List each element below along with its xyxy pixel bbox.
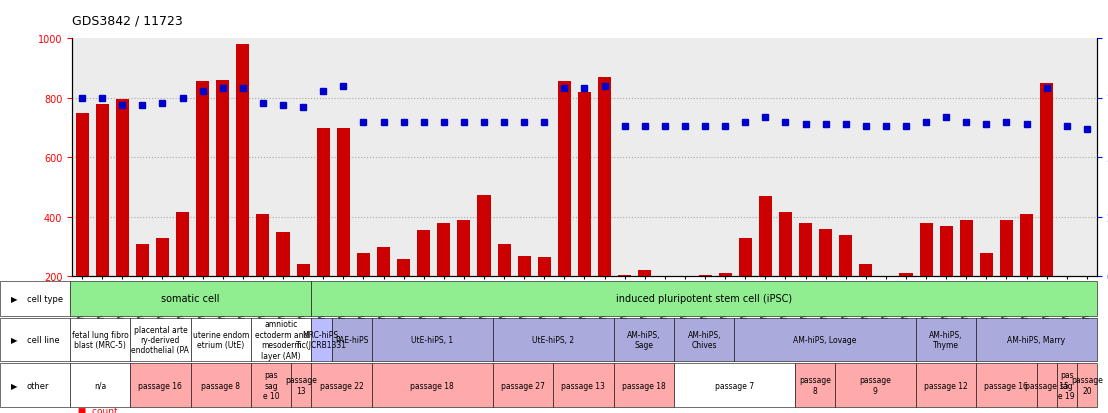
Text: cell type: cell type [27,294,63,303]
Bar [839,235,852,277]
Text: UtE-hiPS, 2: UtE-hiPS, 2 [532,335,574,344]
Text: fetal lung fibro
blast (MRC-5): fetal lung fibro blast (MRC-5) [72,330,129,349]
Bar [317,128,330,277]
Text: GDS3842 / 11723: GDS3842 / 11723 [72,14,183,27]
Text: induced pluripotent stem cell (iPSC): induced pluripotent stem cell (iPSC) [616,293,792,304]
Bar [1060,277,1074,296]
Bar [1040,84,1054,277]
Text: passage 18: passage 18 [622,381,666,389]
Bar [377,247,390,277]
Bar [920,223,933,277]
Bar [999,220,1013,277]
Text: AM-hiPS, Lovage: AM-hiPS, Lovage [793,335,856,344]
Text: cell line: cell line [27,335,59,344]
Bar [297,265,309,277]
Text: AM-hiPS,
Sage: AM-hiPS, Sage [627,330,660,349]
Text: amniotic
ectoderm and
mesoderm
layer (AM): amniotic ectoderm and mesoderm layer (AM… [255,320,308,360]
Bar [1020,214,1033,277]
Bar [136,244,148,277]
Bar [357,253,370,277]
Text: passage 7: passage 7 [715,381,753,389]
Bar [438,223,450,277]
Bar [236,45,249,277]
Text: AM-hiPS,
Chives: AM-hiPS, Chives [687,330,721,349]
Text: passage
13: passage 13 [286,375,317,395]
Bar [537,257,551,277]
Text: somatic cell: somatic cell [162,293,219,304]
Bar [216,81,229,277]
Text: passage 27: passage 27 [501,381,545,389]
Bar [739,238,751,277]
Bar [277,232,289,277]
Text: passage 12: passage 12 [924,381,967,389]
Bar [819,229,832,277]
Text: passage 13: passage 13 [562,381,605,389]
Bar [196,82,209,277]
Text: UtE-hiPS, 1: UtE-hiPS, 1 [411,335,453,344]
Bar [478,195,491,277]
Bar [618,275,632,277]
Bar [719,274,731,277]
Bar [397,259,410,277]
Text: pas
sag
e 19: pas sag e 19 [1058,370,1075,400]
Bar [256,214,269,277]
Bar [779,213,792,277]
Text: passage 22: passage 22 [320,381,363,389]
Bar [759,197,772,277]
Bar [678,277,691,278]
Bar [1080,277,1094,284]
Bar [115,100,129,277]
Text: ▶: ▶ [10,381,17,389]
Text: uterine endom
etrium (UtE): uterine endom etrium (UtE) [193,330,249,349]
Text: n/a: n/a [94,381,106,389]
Bar [698,275,711,277]
Bar [75,114,89,277]
Bar [337,128,350,277]
Text: passage 15: passage 15 [1025,381,1068,389]
Bar [578,93,591,277]
Bar [638,271,652,277]
Bar [95,104,109,277]
Bar [799,223,812,277]
Bar [960,220,973,277]
Bar [598,78,612,277]
Text: passage
8: passage 8 [799,375,831,395]
Bar [458,220,471,277]
Text: passage 8: passage 8 [202,381,240,389]
Bar [557,82,571,277]
Bar [860,265,872,277]
Bar [517,256,531,277]
Bar [900,274,913,277]
Bar [156,238,170,277]
Bar [176,213,189,277]
Text: PAE-hiPS: PAE-hiPS [335,335,369,344]
Text: AM-hiPS, Marry: AM-hiPS, Marry [1007,335,1066,344]
Text: placental arte
ry-derived
endothelial (PA: placental arte ry-derived endothelial (P… [132,325,189,354]
Bar [940,226,953,277]
Text: passage 18: passage 18 [410,381,454,389]
Text: passage 16: passage 16 [138,381,183,389]
Text: pas
sag
e 10: pas sag e 10 [263,370,279,400]
Text: ▶: ▶ [10,335,17,344]
Bar [880,277,892,280]
Bar [658,277,671,280]
Text: passage
20: passage 20 [1071,375,1102,395]
Text: ■  count: ■ count [72,406,117,413]
Bar [418,231,430,277]
Bar [979,253,993,277]
Text: ▶: ▶ [10,294,17,303]
Bar [497,244,511,277]
Text: passage 16: passage 16 [984,381,1028,389]
Text: other: other [27,381,49,389]
Text: AM-hiPS,
Thyme: AM-hiPS, Thyme [930,330,963,349]
Text: passage
9: passage 9 [860,375,891,395]
Text: MRC-hiPS,
Tic(JCRB1331: MRC-hiPS, Tic(JCRB1331 [296,330,347,349]
